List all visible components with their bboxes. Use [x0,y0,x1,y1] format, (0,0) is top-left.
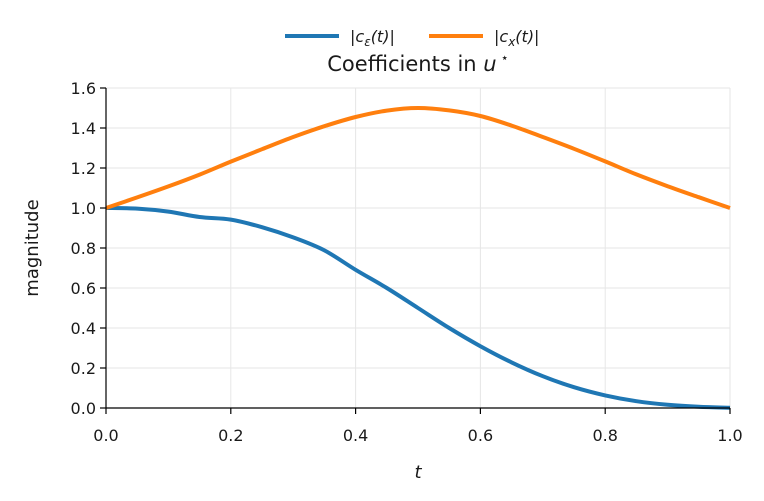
y-tick-label: 1.6 [71,79,96,98]
chart-title: Coefficients in u ⋆ [327,51,508,76]
x-tick-label: 0.8 [592,426,617,445]
x-tick-label: 0.6 [468,426,493,445]
x-tick-label: 1.0 [717,426,742,445]
x-tick-label: 0.0 [93,426,118,445]
y-tick-label: 0.0 [71,399,96,418]
axes [100,87,731,414]
grid-lines [105,87,731,409]
legend-label-c-x: |cx(t)| [494,27,539,49]
x-axis-label: t [414,462,422,483]
plot-series [105,105,731,410]
y-tick-label: 1.4 [71,119,96,138]
y-tick-label: 0.8 [71,239,96,258]
legend-label-c-epsilon: |cε(t)| [350,27,395,49]
y-tick-label: 1.0 [71,199,96,218]
chart-title-sup: ⋆ [501,51,509,66]
x-tick-label: 0.4 [343,426,368,445]
y-tick-label: 0.6 [71,279,96,298]
chart-title-var: u [483,52,496,76]
y-tick-label: 0.4 [71,319,96,338]
series-line-c-x [105,105,731,210]
legend: |cε(t)| |cx(t)| [285,27,539,49]
y-tick-label: 1.2 [71,159,96,178]
series-line-c-epsilon [105,206,731,410]
y-tick-label: 0.2 [71,359,96,378]
x-tick-label: 0.2 [218,426,243,445]
y-axis-label: magnitude [22,199,43,296]
chart-title-prefix: Coefficients in [327,52,483,76]
tick-labels: 0.0 0.2 0.4 0.6 0.8 1.0 0.0 0.2 0.4 0.6 0.8 1.0 1.2 1… [71,79,743,445]
